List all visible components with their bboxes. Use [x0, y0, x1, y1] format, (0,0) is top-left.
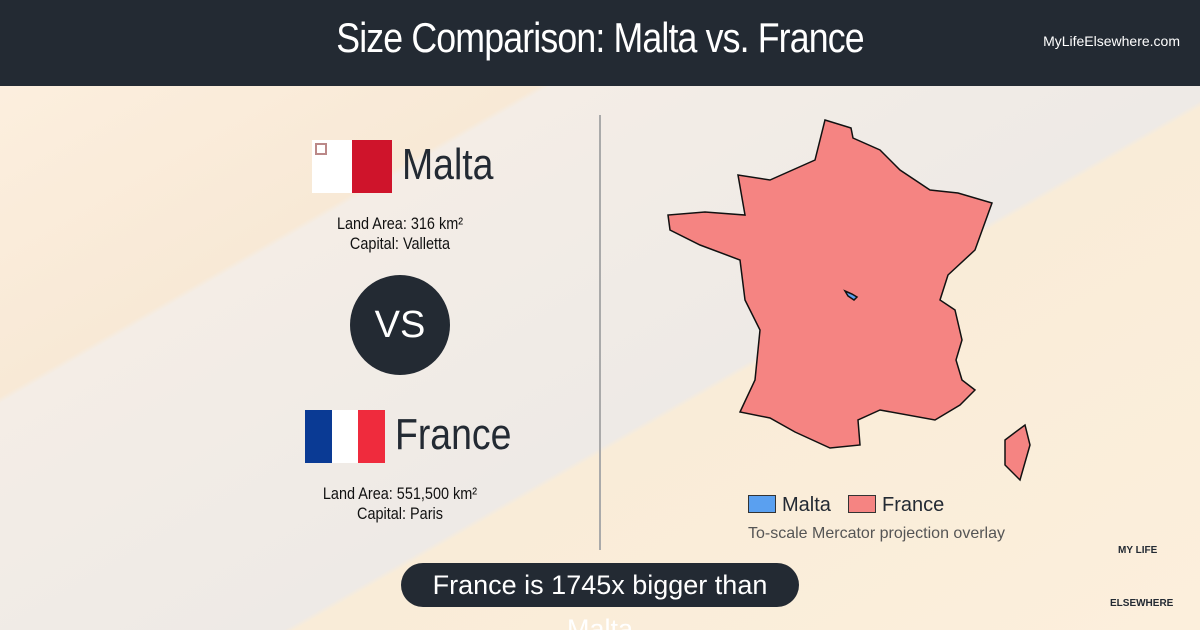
land-area: Land Area: 316 km² — [336, 214, 464, 233]
country-name: France — [395, 410, 512, 459]
malta-shape — [843, 289, 859, 301]
country-name: Malta — [402, 140, 494, 189]
capital: Capital: Paris — [357, 504, 443, 523]
country-info: Land Area: 316 km² Capital: Valletta — [250, 214, 550, 254]
legend-item: Malta — [748, 494, 831, 517]
country-info: Land Area: 551,500 km² Capital: Paris — [250, 484, 550, 524]
malta-flag — [312, 140, 392, 193]
logo-text: ELSEWHERE — [1110, 598, 1174, 609]
title: Size Comparison: Malta vs. France — [336, 14, 864, 61]
legend-label: Malta — [782, 494, 831, 516]
header: Size Comparison: Malta vs. France MyLife… — [0, 0, 1200, 86]
capital: Capital: Valletta — [349, 234, 451, 253]
legend-label: France — [882, 494, 945, 516]
caption: To-scale Mercator projection overlay — [748, 525, 1005, 542]
legend-item: France — [848, 494, 944, 517]
land-area: Land Area: 551,500 km² — [322, 484, 478, 503]
site-link[interactable]: MyLifeElsewhere.com — [1043, 33, 1180, 49]
logo-text: MY LIFE — [1118, 545, 1158, 556]
france-flag — [305, 410, 385, 463]
divider — [599, 115, 601, 550]
footer-banner: France is 1745x bigger than Malta — [401, 563, 799, 630]
france-shape — [667, 119, 1031, 482]
vs-badge: VS — [350, 275, 450, 375]
